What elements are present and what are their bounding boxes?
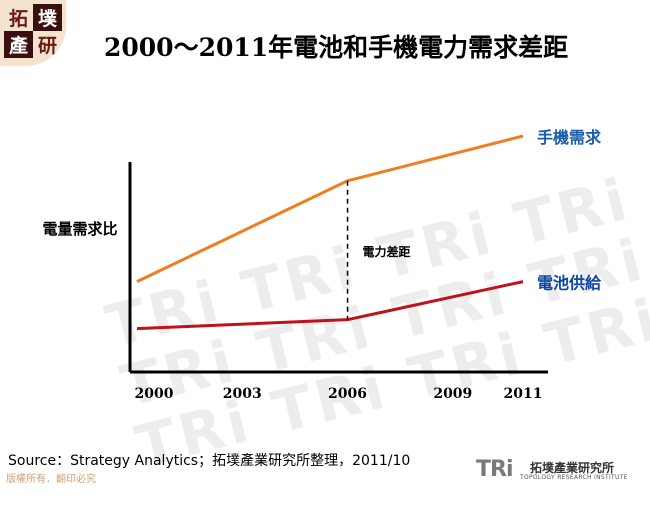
series-label-1: 手機需求 bbox=[537, 128, 602, 147]
brand-subtitle: TOPOLOGY RESEARCH INSTITUTE bbox=[520, 474, 628, 481]
series-line-1 bbox=[136, 134, 524, 283]
x-tick-labels: 2000 2003 2006 2009 2011 bbox=[135, 386, 543, 402]
source-note: Source：Strategy Analytics；拓墣產業研究所整理，2011… bbox=[8, 453, 411, 469]
logo-char-4: 研 bbox=[37, 35, 57, 57]
x-tick-2006: 2006 bbox=[328, 386, 367, 402]
x-tick-2011: 2011 bbox=[504, 386, 543, 402]
logo-char-1: 拓 bbox=[8, 8, 28, 30]
x-tick-2003: 2003 bbox=[223, 386, 262, 402]
corner-logo: 拓 墣 產 研 bbox=[0, 0, 66, 66]
series-label-2: 電池供給 bbox=[537, 274, 602, 293]
brand-mark: TRi bbox=[476, 457, 513, 482]
brand-name: 拓墣產業研究所 bbox=[530, 461, 615, 475]
slide-title: 2000～2011年電池和手機電力需求差距 bbox=[104, 33, 569, 62]
y-axis-label: 電量需求比 bbox=[42, 220, 117, 238]
series-line-2 bbox=[136, 280, 524, 331]
x-tick-2000: 2000 bbox=[135, 386, 174, 402]
gap-annotation-label: 電力差距 bbox=[363, 244, 411, 259]
annotation-layer: 電力差距 bbox=[346, 180, 411, 320]
copyright-note: 版權所有．翻印必究 bbox=[6, 474, 96, 485]
logo-grid: 拓 墣 產 研 bbox=[4, 4, 62, 58]
logo-char-2: 墣 bbox=[33, 4, 62, 31]
logo-char-3: 產 bbox=[4, 31, 33, 58]
brand-logo: TRi 拓墣產業研究所 TOPOLOGY RESEARCH INSTITUTE bbox=[476, 458, 644, 484]
x-tick-2009: 2009 bbox=[433, 386, 472, 402]
